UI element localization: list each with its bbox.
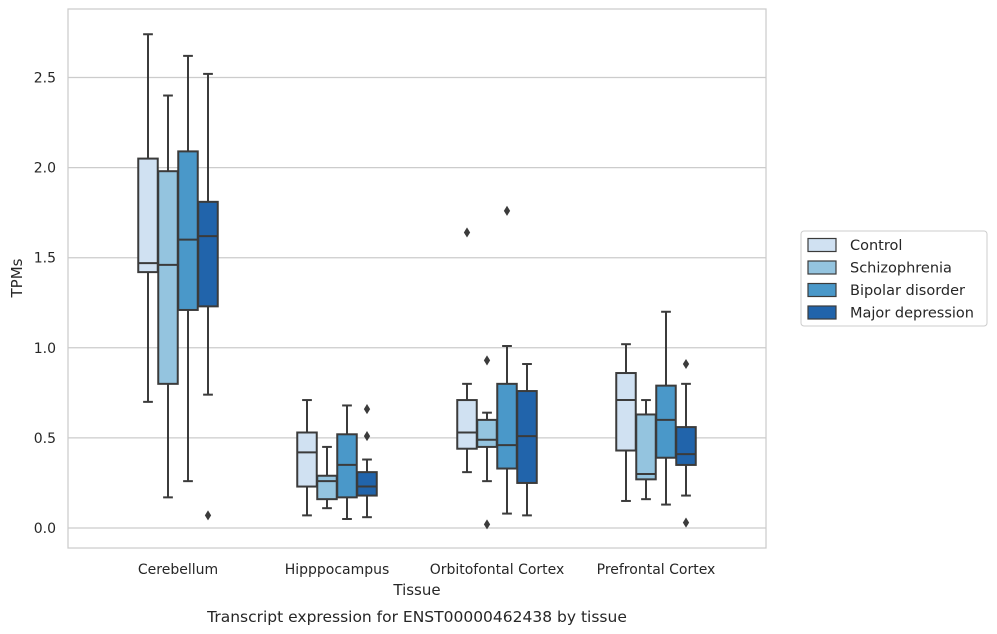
box: [456, 399, 478, 450]
x-axis-label: Tissue: [392, 581, 440, 599]
y-tick-label: 2.0: [34, 161, 56, 177]
x-tick-label: Hipppocampus: [285, 562, 390, 578]
y-tick-label: 0.5: [34, 431, 56, 447]
box: [197, 200, 219, 308]
y-axis-ticks: 0.0 0.5 1.0 1.5 2.0 2.5: [34, 71, 56, 538]
box-0-1: [157, 94, 179, 499]
box: [157, 170, 179, 385]
legend-swatch: [807, 260, 837, 275]
outlier-point: [483, 519, 491, 530]
legend: Control Schizophrenia Bipolar disorder Majo…: [800, 230, 988, 327]
box: [655, 384, 677, 459]
box: [296, 431, 318, 488]
outlier-point: [463, 227, 471, 238]
box-3-3: [675, 358, 697, 528]
box-2-3: [516, 363, 538, 517]
legend-swatch: [807, 237, 837, 253]
legend-frame: [800, 230, 988, 327]
box-1-0: [296, 399, 318, 517]
outlier-point: [204, 510, 212, 521]
x-tick-label: Prefrontal Cortex: [597, 562, 716, 578]
x-axis-ticks: Cerebellum Hipppocampus Orbitofontal Corte…: [138, 562, 715, 578]
box-2-2: [496, 205, 518, 515]
box-groups: [137, 33, 697, 530]
outlier-point: [682, 358, 690, 370]
y-tick-label: 0.0: [34, 521, 56, 537]
box: [476, 418, 498, 448]
outlier-point: [363, 431, 371, 442]
box: [615, 372, 637, 452]
legend-swatch: [807, 305, 837, 320]
legend-swatch: [807, 282, 837, 298]
box-3-2: [655, 310, 677, 506]
box: [496, 382, 518, 470]
y-axis-label: TPMs: [8, 258, 26, 298]
legend-label: Bipolar disorder: [850, 283, 965, 299]
box-0-3: [197, 72, 219, 521]
figure-caption: Transcript expression for ENST0000046243…: [206, 608, 627, 626]
y-tick-label: 2.5: [34, 71, 56, 87]
y-tick-label: 1.0: [34, 341, 56, 357]
box-1-2: [336, 404, 358, 520]
box-3-0: [615, 343, 637, 502]
x-tick-label: Cerebellum: [138, 562, 218, 578]
box: [356, 471, 378, 497]
x-tick-label: Orbitofontal Cortex: [430, 562, 565, 578]
legend-label: Control: [850, 238, 902, 254]
legend-label: Schizophrenia: [850, 261, 952, 277]
outlier-point: [483, 355, 491, 366]
outlier-point: [503, 205, 511, 216]
box: [675, 426, 697, 466]
box: [137, 157, 159, 274]
box: [635, 413, 657, 481]
box-3-1: [635, 399, 657, 501]
box-0-2: [177, 54, 199, 483]
legend-label: Major depression: [850, 306, 974, 322]
box-1-3: [356, 404, 378, 519]
box: [316, 474, 338, 501]
outlier-point: [682, 517, 690, 528]
y-tick-label: 1.5: [34, 251, 56, 267]
box: [177, 150, 199, 311]
outlier-point: [363, 404, 371, 415]
